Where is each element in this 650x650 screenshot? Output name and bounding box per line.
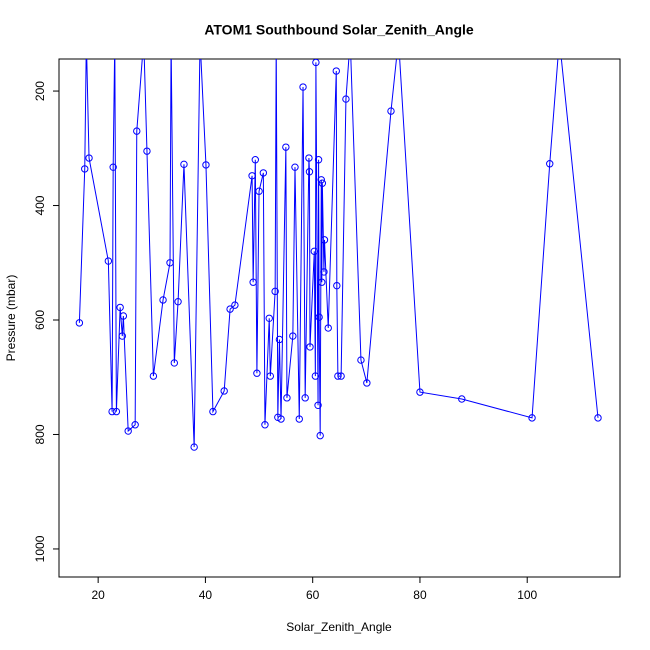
y-tick-label: 200	[33, 81, 47, 101]
data-point	[197, 36, 203, 42]
y-tick-label: 800	[33, 424, 47, 444]
data-point	[259, 169, 268, 177]
data-point	[149, 372, 158, 380]
data-point	[317, 176, 325, 184]
data-point	[170, 359, 179, 367]
data-point	[253, 369, 261, 377]
data-point	[324, 324, 332, 332]
data-point	[546, 160, 554, 168]
data-point	[315, 313, 323, 321]
x-tick-label: 60	[306, 588, 320, 602]
data-point	[255, 187, 263, 195]
chart-title: ATOM1 Southbound Solar_Zenith_Angle	[204, 22, 474, 38]
data-point	[251, 156, 259, 164]
data-point	[202, 161, 210, 169]
data-point	[295, 415, 303, 423]
data-point	[124, 427, 132, 435]
data-point	[118, 332, 126, 340]
data-point	[81, 165, 89, 173]
data-point	[556, 36, 562, 42]
data-point	[357, 356, 365, 364]
data-point	[166, 259, 174, 267]
y-tick-label: 400	[33, 195, 47, 215]
data-point	[104, 257, 113, 265]
data-point	[320, 268, 328, 276]
data-point	[131, 421, 139, 429]
data-point	[108, 407, 116, 416]
data-point	[143, 147, 151, 155]
data-point	[301, 394, 309, 402]
data-point	[305, 154, 313, 162]
data-point	[342, 95, 350, 103]
data-point	[289, 332, 297, 340]
data-point	[190, 443, 198, 451]
data-point	[283, 394, 291, 402]
data-point	[168, 36, 174, 42]
data-point	[248, 172, 256, 180]
x-tick-label: 40	[199, 588, 213, 602]
data-point	[277, 415, 285, 423]
data-point	[119, 312, 128, 320]
data-point	[275, 335, 284, 344]
data-point	[282, 143, 290, 151]
data-point	[305, 168, 314, 176]
y-tick-label: 1000	[33, 535, 47, 562]
data-point	[141, 36, 147, 42]
data-point	[271, 287, 279, 296]
data-point	[266, 372, 275, 380]
data-point	[159, 296, 167, 304]
data-point	[75, 319, 84, 327]
data-point	[316, 431, 324, 440]
data-point	[220, 387, 228, 395]
data-point	[209, 407, 217, 416]
data-point	[312, 59, 320, 67]
data-point	[306, 343, 314, 351]
data-point	[83, 36, 89, 42]
data-point	[133, 127, 141, 135]
data-point	[337, 372, 345, 380]
data-point	[458, 395, 466, 403]
data-point	[334, 372, 342, 380]
data-point	[291, 163, 299, 171]
plot-frame	[58, 58, 621, 578]
data-point	[333, 281, 341, 290]
data-point	[109, 163, 117, 171]
x-tick-label: 100	[517, 588, 537, 602]
data-line	[78, 59, 599, 448]
data-point	[594, 414, 602, 422]
data-point	[85, 154, 93, 162]
y-tick-label: 600	[33, 310, 47, 330]
data-point	[318, 179, 327, 187]
data-point	[261, 421, 269, 429]
data-point	[387, 107, 395, 115]
data-point	[231, 301, 239, 309]
x-tick-label: 20	[91, 588, 105, 602]
data-point	[265, 314, 273, 322]
data-point	[318, 278, 326, 286]
data-point	[332, 67, 340, 75]
data-point	[180, 160, 188, 169]
data-point	[112, 407, 121, 416]
data-point	[299, 83, 307, 91]
data-point	[528, 414, 536, 422]
data-point	[310, 247, 318, 256]
data-point	[116, 303, 124, 312]
y-axis-label: Pressure (mbar)	[4, 275, 18, 362]
plot-area	[75, 36, 602, 451]
x-tick-label: 80	[413, 588, 427, 602]
data-point	[174, 297, 182, 306]
data-point	[311, 372, 320, 380]
data-point	[249, 278, 257, 286]
data-point	[363, 379, 371, 387]
data-point	[112, 36, 118, 42]
data-point	[314, 156, 323, 164]
data-point	[320, 236, 329, 244]
data-point	[314, 401, 322, 409]
data-point	[416, 388, 424, 396]
data-point	[226, 305, 234, 313]
x-axis-label: Solar_Zenith_Angle	[286, 620, 392, 634]
